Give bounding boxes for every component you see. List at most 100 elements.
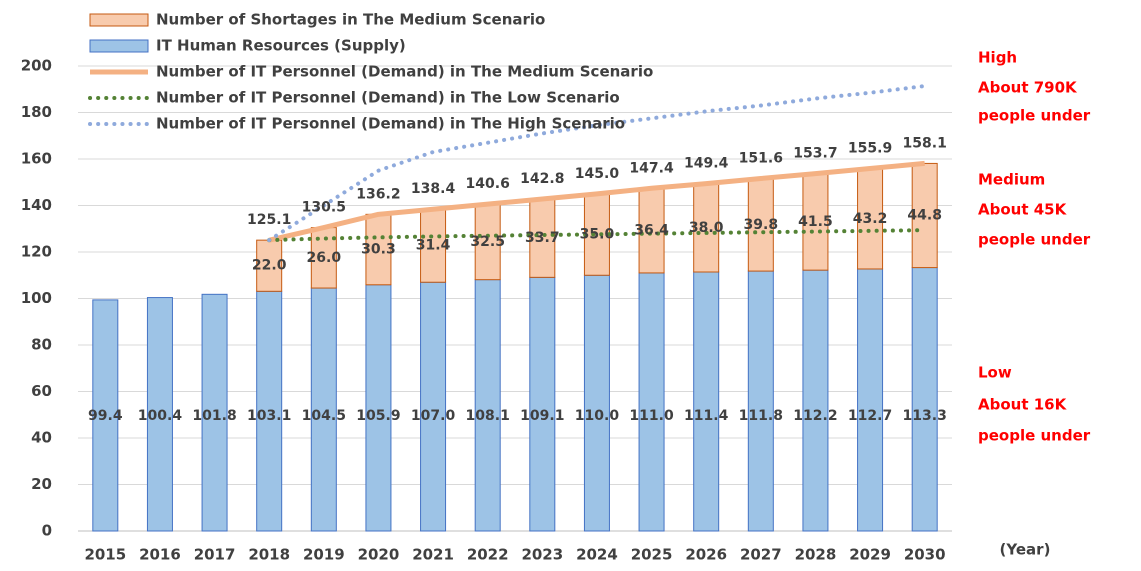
line xyxy=(268,160,925,243)
annotation: About 16K xyxy=(978,396,1068,414)
data-label: 99.4 xyxy=(88,408,123,424)
x-tick-label: 2029 xyxy=(849,546,891,564)
data-label: 100.4 xyxy=(138,408,183,424)
lines xyxy=(267,83,927,243)
bar xyxy=(474,279,501,532)
data-label: 109.1 xyxy=(520,408,564,424)
x-axis-label: (Year) xyxy=(1000,541,1051,559)
annotation: people under xyxy=(978,427,1091,445)
data-label: 149.4 xyxy=(684,156,729,172)
data-label: 112.7 xyxy=(848,408,892,424)
data-label: 110.0 xyxy=(575,408,620,424)
bar xyxy=(857,168,884,270)
data-label: 142.8 xyxy=(520,171,564,187)
data-label: 33.7 xyxy=(525,230,560,246)
bar xyxy=(529,276,556,532)
legend-label: Number of IT Personnel (Demand) in The L… xyxy=(156,89,620,107)
data-label: 103.1 xyxy=(247,408,291,424)
legend-label: Number of Shortages in The Medium Scenar… xyxy=(156,11,545,29)
x-tick-label: 2018 xyxy=(248,546,290,564)
data-label: 130.5 xyxy=(302,200,346,216)
data-label: 36.4 xyxy=(634,223,669,239)
data-label: 125.1 xyxy=(247,212,291,228)
bar xyxy=(911,267,938,532)
line xyxy=(267,83,927,243)
bar xyxy=(693,271,720,532)
data-label: 32.5 xyxy=(470,234,505,250)
annotation: About 790K xyxy=(978,79,1078,97)
legend-label: Number of IT Personnel (Demand) in The M… xyxy=(156,63,653,81)
data-label: 111.0 xyxy=(629,408,674,424)
bar xyxy=(802,173,829,271)
bar xyxy=(92,299,119,532)
y-tick-label: 200 xyxy=(21,57,52,75)
y-tick-label: 0 xyxy=(42,522,52,540)
bar xyxy=(529,198,556,278)
data-label: 101.8 xyxy=(192,408,236,424)
legend-label: Number of IT Personnel (Demand) in The H… xyxy=(156,115,625,133)
y-tick-label: 120 xyxy=(21,243,52,261)
data-label: 38.0 xyxy=(689,220,724,236)
data-label: 26.0 xyxy=(307,250,342,266)
bar xyxy=(365,213,392,286)
annotation: people under xyxy=(978,231,1091,249)
data-label: 145.0 xyxy=(575,166,620,182)
y-tick-label: 80 xyxy=(31,336,52,354)
data-label: 158.1 xyxy=(903,135,947,151)
x-tick-label: 2016 xyxy=(139,546,181,564)
x-tick-label: 2020 xyxy=(358,546,400,564)
bar xyxy=(747,270,774,532)
x-tick-label: 2027 xyxy=(740,546,782,564)
y-tick-label: 20 xyxy=(31,475,52,493)
legend-label: IT Human Resources (Supply) xyxy=(156,37,406,55)
data-label: 104.5 xyxy=(302,408,346,424)
y-tick-label: 160 xyxy=(21,150,52,168)
bars xyxy=(92,162,938,532)
x-tick-label: 2017 xyxy=(194,546,236,564)
bar xyxy=(201,293,228,532)
x-tick-label: 2015 xyxy=(84,546,126,564)
bar xyxy=(420,281,447,532)
data-label: 30.3 xyxy=(361,242,396,258)
x-tick-label: 2025 xyxy=(631,546,673,564)
x-tick-label: 2023 xyxy=(521,546,563,564)
data-label: 31.4 xyxy=(416,238,451,254)
bar xyxy=(802,269,829,532)
annotation: people under xyxy=(978,107,1091,125)
data-label: 153.7 xyxy=(793,146,837,162)
data-label: 113.3 xyxy=(903,408,947,424)
data-label: 112.2 xyxy=(793,408,837,424)
annotation: Low xyxy=(978,364,1012,382)
x-tick-label: 2019 xyxy=(303,546,345,564)
data-label: 44.8 xyxy=(907,207,942,223)
annotation: High xyxy=(978,49,1017,67)
data-label: 140.6 xyxy=(466,176,510,192)
labels: 99.4 100.4 101.8 103.1 104.5 105.9 107.0 108.1 1… xyxy=(88,11,1091,445)
x-tick-label: 2026 xyxy=(685,546,727,564)
data-label: 138.4 xyxy=(411,181,456,197)
bar xyxy=(911,162,938,269)
bar xyxy=(857,268,884,532)
legend-swatch xyxy=(89,39,149,53)
y-tick-label: 100 xyxy=(21,289,52,307)
data-label: 22.0 xyxy=(252,258,287,274)
y-tick-label: 40 xyxy=(31,429,52,447)
annotation: Medium xyxy=(978,171,1045,189)
data-label: 43.2 xyxy=(853,211,888,227)
data-label: 41.5 xyxy=(798,214,833,230)
y-tick-label: 60 xyxy=(31,382,52,400)
bar xyxy=(693,183,720,273)
data-label: 111.8 xyxy=(739,408,783,424)
x-tick-label: 2028 xyxy=(795,546,837,564)
legend-swatch xyxy=(89,13,149,27)
data-label: 147.4 xyxy=(629,160,674,176)
annotation: About 45K xyxy=(978,201,1068,219)
bar xyxy=(420,208,447,283)
data-label: 108.1 xyxy=(466,408,510,424)
data-label: 136.2 xyxy=(356,186,400,202)
y-tick-label: 140 xyxy=(21,196,52,214)
data-label: 39.8 xyxy=(744,217,779,233)
data-label: 35.0 xyxy=(580,227,615,243)
bar xyxy=(310,287,337,532)
